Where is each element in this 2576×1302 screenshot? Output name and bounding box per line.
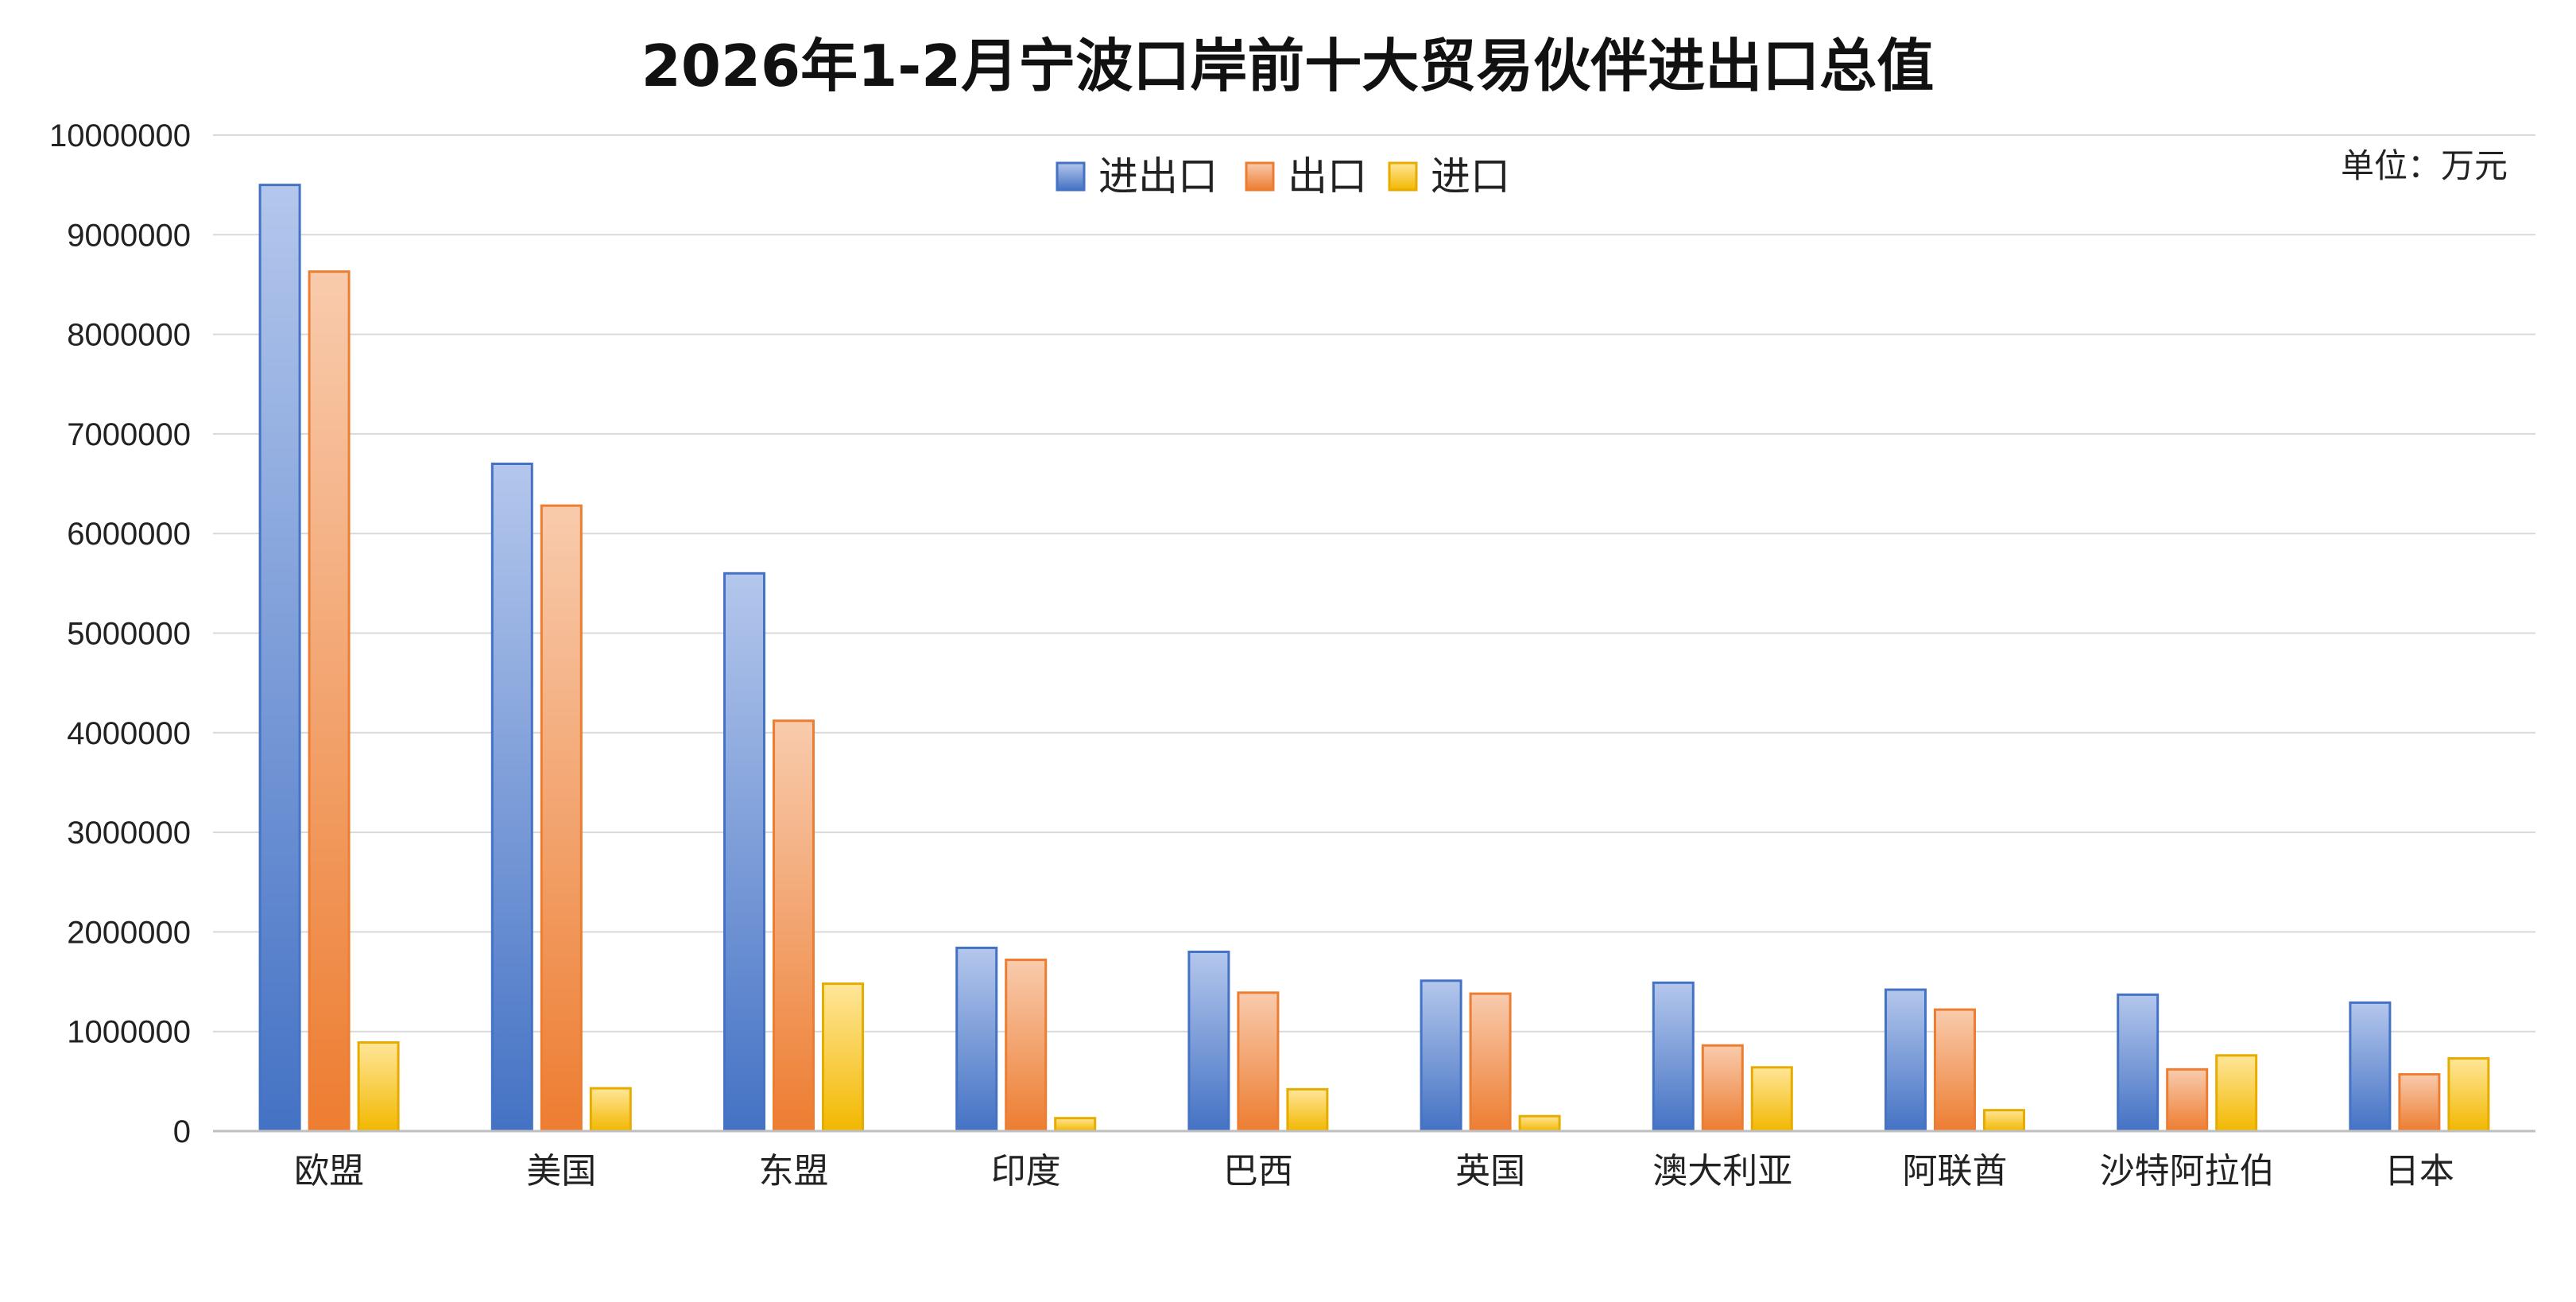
bar-0-2 (357, 1040, 400, 1133)
bar-2-2 (822, 982, 864, 1133)
bar-3-2 (1054, 1117, 1097, 1133)
bar-7-2 (1983, 1109, 2025, 1133)
bar-4-1 (1237, 991, 1280, 1133)
bar-8-1 (2166, 1068, 2209, 1133)
x-tick-label: 英国 (1455, 1151, 1525, 1192)
bar-layer (258, 184, 2490, 1133)
x-tick-label: 印度 (991, 1151, 1061, 1192)
grid-layer: 0 1000000 2000000 3000000 4000000 5000000 6000… (49, 118, 2535, 1149)
y-tick-label: 4000000 (67, 716, 191, 751)
bar-2-1 (773, 719, 815, 1133)
y-tick-label: 9000000 (67, 218, 191, 253)
bar-6-1 (1701, 1044, 1744, 1133)
bar-7-1 (1934, 1008, 1976, 1133)
bar-5-0 (1420, 979, 1462, 1133)
bar-3-1 (1005, 958, 1048, 1133)
x-tick-label: 巴西 (1223, 1151, 1293, 1192)
x-tick-label: 沙特阿拉伯 (2100, 1151, 2275, 1192)
bar-8-2 (2215, 1054, 2258, 1133)
x-tick-label: 欧盟 (294, 1151, 364, 1192)
bar-3-0 (955, 946, 998, 1133)
legend-label: 进口 (1431, 153, 1510, 200)
bar-9-0 (2349, 1001, 2392, 1133)
y-tick-label: 10000000 (49, 118, 191, 153)
bar-9-1 (2398, 1073, 2441, 1133)
chart-title: 2026年1-2月宁波口岸前十大贸易伙伴进出口总值 (641, 33, 1934, 99)
y-tick-label: 5000000 (67, 617, 191, 652)
legend-label: 进出口 (1098, 153, 1218, 200)
bar-6-0 (1652, 981, 1695, 1133)
x-tick-label: 东盟 (759, 1151, 829, 1192)
bar-0-1 (308, 270, 351, 1133)
x-tick-label: 阿联酋 (1903, 1151, 2008, 1192)
x-tick-layer: 欧盟 美国 东盟 印度 巴西 英国 澳大利亚 阿联酋 沙特阿拉伯 日本 (294, 1151, 2454, 1192)
legend-swatch (1245, 161, 1275, 192)
unit-label: 单位：万元 (2341, 146, 2508, 185)
legend-label: 出口 (1288, 153, 1367, 200)
bar-4-0 (1187, 950, 1230, 1133)
x-tick-label: 日本 (2384, 1151, 2454, 1192)
bar-5-1 (1469, 992, 1512, 1133)
bar-1-0 (490, 462, 533, 1133)
y-tick-label: 6000000 (67, 517, 191, 552)
y-tick-label: 3000000 (67, 816, 191, 851)
bar-2-0 (723, 572, 765, 1133)
bar-9-2 (2447, 1057, 2490, 1133)
legend: 进出口 出口 进口 (1056, 153, 1510, 200)
bar-1-2 (589, 1087, 632, 1133)
bar-6-2 (1750, 1066, 1793, 1133)
legend-swatch (1056, 161, 1086, 192)
legend-swatch (1388, 161, 1418, 192)
y-tick-label: 0 (173, 1114, 191, 1149)
y-tick-label: 2000000 (67, 915, 191, 950)
x-tick-label: 澳大利亚 (1652, 1151, 1792, 1192)
bar-5-2 (1518, 1114, 1561, 1133)
y-tick-label: 7000000 (67, 417, 191, 452)
bar-7-0 (1885, 988, 1927, 1133)
bar-4-2 (1286, 1087, 1329, 1133)
bar-1-1 (540, 504, 583, 1133)
bar-8-0 (2117, 993, 2160, 1133)
y-tick-label: 8000000 (67, 318, 191, 353)
bar-0-0 (258, 184, 301, 1133)
x-tick-label: 美国 (526, 1151, 596, 1192)
y-tick-label: 1000000 (67, 1015, 191, 1050)
